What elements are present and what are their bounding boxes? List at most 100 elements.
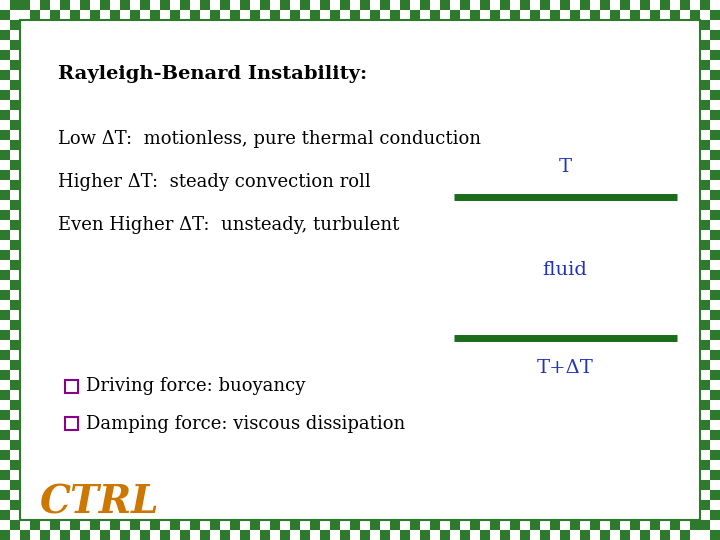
Bar <box>490 520 500 530</box>
Bar <box>10 310 20 320</box>
Bar <box>160 530 170 540</box>
Bar <box>120 10 130 20</box>
Bar <box>380 520 390 530</box>
Bar <box>500 0 510 10</box>
Bar <box>110 530 120 540</box>
Bar <box>10 520 20 530</box>
Bar <box>130 520 140 530</box>
Bar <box>200 0 210 10</box>
Bar <box>0 200 10 210</box>
Bar <box>10 430 20 440</box>
Bar <box>520 530 530 540</box>
Bar <box>50 0 60 10</box>
Bar <box>600 10 610 20</box>
Bar <box>390 530 400 540</box>
Bar <box>670 0 680 10</box>
Bar <box>440 520 450 530</box>
Bar <box>170 520 180 530</box>
Bar <box>0 90 10 100</box>
Bar <box>700 420 710 430</box>
Bar <box>680 520 690 530</box>
Bar <box>10 510 20 520</box>
Bar <box>530 10 540 20</box>
Bar <box>710 520 720 530</box>
Bar <box>210 520 220 530</box>
Bar <box>310 10 320 20</box>
Bar <box>0 430 10 440</box>
Bar <box>220 10 230 20</box>
Bar <box>410 0 420 10</box>
Bar <box>0 410 10 420</box>
Bar <box>700 230 710 240</box>
Bar <box>160 10 170 20</box>
Bar <box>710 320 720 330</box>
Bar <box>710 20 720 30</box>
Bar <box>10 10 20 20</box>
Bar <box>0 460 10 470</box>
Bar <box>140 0 150 10</box>
Bar <box>10 530 20 540</box>
Bar <box>710 480 720 490</box>
Bar <box>330 0 340 10</box>
Bar <box>240 0 250 10</box>
Bar <box>430 520 440 530</box>
Bar <box>65 417 78 430</box>
Bar <box>0 80 10 90</box>
Bar <box>640 0 650 10</box>
Bar <box>0 440 10 450</box>
Bar <box>140 10 150 20</box>
Bar <box>210 10 220 20</box>
Bar <box>0 140 10 150</box>
Bar <box>70 520 80 530</box>
Bar <box>700 350 710 360</box>
Bar <box>670 520 680 530</box>
Bar <box>0 270 10 280</box>
Bar <box>150 10 160 20</box>
Bar <box>0 220 10 230</box>
Bar <box>0 380 10 390</box>
Bar <box>110 520 120 530</box>
Bar <box>530 0 540 10</box>
Bar <box>40 10 50 20</box>
Bar <box>700 520 710 530</box>
Bar <box>130 10 140 20</box>
Bar <box>90 520 100 530</box>
Bar <box>320 530 330 540</box>
Bar <box>10 210 20 220</box>
Bar <box>10 230 20 240</box>
Bar <box>340 10 350 20</box>
Bar <box>380 0 390 10</box>
Text: Damping force: viscous dissipation: Damping force: viscous dissipation <box>86 415 405 433</box>
Bar <box>10 190 20 200</box>
Bar <box>700 70 710 80</box>
Bar <box>230 10 240 20</box>
Bar <box>510 520 520 530</box>
Bar <box>510 0 520 10</box>
Bar <box>0 300 10 310</box>
Bar <box>120 520 130 530</box>
Bar <box>270 520 280 530</box>
Bar <box>550 520 560 530</box>
Bar <box>710 470 720 480</box>
Bar <box>10 450 20 460</box>
Bar <box>710 360 720 370</box>
Bar <box>560 10 570 20</box>
Bar <box>570 10 580 20</box>
Bar <box>20 0 30 10</box>
Bar <box>150 530 160 540</box>
Bar <box>470 0 480 10</box>
Bar <box>10 350 20 360</box>
Bar <box>710 520 720 530</box>
Bar <box>610 520 620 530</box>
Bar <box>320 0 330 10</box>
Bar <box>250 530 260 540</box>
Bar <box>700 370 710 380</box>
Bar <box>580 530 590 540</box>
Bar <box>250 520 260 530</box>
Bar <box>680 530 690 540</box>
Bar <box>710 390 720 400</box>
Bar <box>690 520 700 530</box>
Bar <box>10 40 20 50</box>
Bar <box>40 520 50 530</box>
Bar <box>10 410 20 420</box>
